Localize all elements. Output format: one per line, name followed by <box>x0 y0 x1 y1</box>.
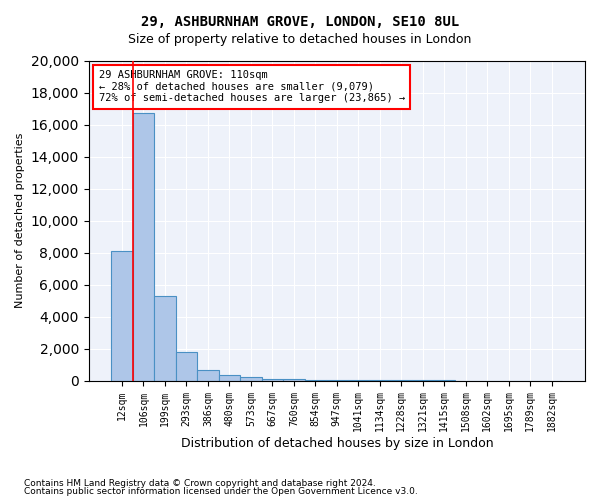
Y-axis label: Number of detached properties: Number of detached properties <box>15 133 25 308</box>
Bar <box>176 352 197 380</box>
Bar <box>197 370 218 380</box>
Bar <box>154 296 176 380</box>
X-axis label: Distribution of detached houses by size in London: Distribution of detached houses by size … <box>181 437 493 450</box>
Text: Contains HM Land Registry data © Crown copyright and database right 2024.: Contains HM Land Registry data © Crown c… <box>24 478 376 488</box>
Bar <box>218 375 240 380</box>
Text: Contains public sector information licensed under the Open Government Licence v3: Contains public sector information licen… <box>24 487 418 496</box>
Bar <box>111 251 133 380</box>
Text: 29, ASHBURNHAM GROVE, LONDON, SE10 8UL: 29, ASHBURNHAM GROVE, LONDON, SE10 8UL <box>141 15 459 29</box>
Text: Size of property relative to detached houses in London: Size of property relative to detached ho… <box>128 32 472 46</box>
Bar <box>240 378 262 380</box>
Bar <box>262 379 283 380</box>
Bar <box>133 114 154 380</box>
Text: 29 ASHBURNHAM GROVE: 110sqm
← 28% of detached houses are smaller (9,079)
72% of : 29 ASHBURNHAM GROVE: 110sqm ← 28% of det… <box>98 70 405 103</box>
